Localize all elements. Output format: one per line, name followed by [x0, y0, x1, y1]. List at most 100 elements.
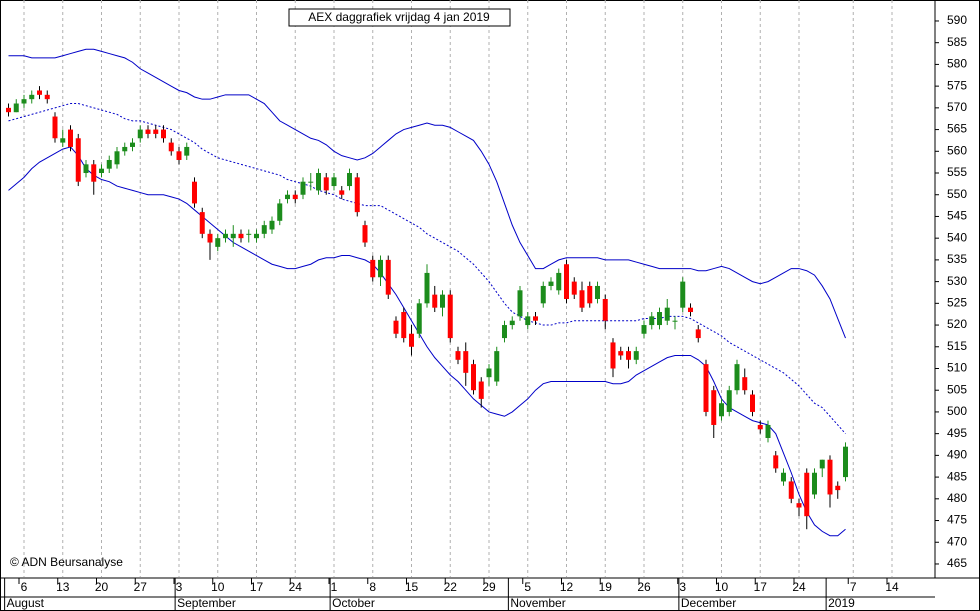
candle-body [548, 281, 554, 286]
candle-body [323, 177, 329, 191]
y-tick-label: 465 [947, 556, 967, 570]
candle-body [409, 333, 414, 347]
candle-body [695, 329, 701, 339]
candle-body [502, 325, 507, 339]
candle-body [835, 485, 841, 491]
candle-body [207, 233, 213, 243]
candle-body [192, 181, 197, 204]
candle-body [525, 316, 531, 326]
candle-body [509, 320, 515, 326]
candle-body [556, 272, 562, 291]
y-tick-label: 505 [947, 382, 967, 396]
y-tick-label: 555 [947, 165, 967, 179]
candles [6, 86, 848, 530]
candle-body [750, 394, 755, 412]
candle-body [463, 351, 469, 373]
candle-body [680, 281, 686, 308]
candle-body [246, 233, 252, 235]
candle-body [517, 290, 523, 317]
candle-body [688, 307, 693, 313]
x-tick-label: 6 [21, 580, 28, 594]
x-tick-label: 10 [211, 580, 225, 594]
y-tick-label: 530 [947, 274, 967, 288]
y-tick-label: 490 [947, 448, 967, 462]
x-tick-label: 3 [679, 580, 686, 594]
candle-body [137, 129, 143, 139]
candle-body [292, 194, 298, 200]
candle-body [416, 303, 422, 334]
candle-body [447, 294, 453, 339]
candle-body [711, 390, 717, 425]
candle-body [827, 459, 833, 495]
candle-body [432, 294, 438, 308]
candle-body [75, 138, 81, 182]
candle-body [626, 351, 631, 360]
y-tick-label: 580 [947, 57, 967, 71]
candle-body [657, 312, 662, 326]
candle-body [781, 472, 786, 482]
candle-body [6, 107, 11, 113]
month-label: September [177, 596, 236, 610]
candle-body [610, 342, 616, 369]
candle-body [44, 94, 50, 100]
candle-body [68, 129, 73, 147]
candle-body [471, 364, 476, 391]
y-tick-label: 585 [947, 35, 967, 49]
x-tick-label: 24 [289, 580, 303, 594]
candle-body [277, 203, 283, 221]
x-tick-label: 10 [715, 580, 729, 594]
candle-body [579, 290, 585, 308]
chart-title: AEX daggrafiek vrijdag 4 jan 2019 [308, 10, 490, 24]
band-line [8, 48, 846, 339]
candle-body [184, 146, 190, 156]
x-tick-label: 5 [524, 580, 531, 594]
candle-body [122, 146, 128, 152]
x-tick-label: 8 [369, 580, 376, 594]
credit: © ADN Beursanalyse [10, 555, 123, 569]
candle-body [788, 481, 794, 499]
candle-body [540, 285, 546, 304]
candle-body [649, 316, 655, 326]
y-tick-label: 590 [947, 13, 967, 27]
candle-body [757, 424, 763, 430]
x-tick-label: 26 [637, 580, 651, 594]
candle-body [812, 472, 817, 495]
candle-body [571, 281, 577, 295]
candle-body [99, 168, 104, 174]
candle-body [261, 225, 267, 234]
x-tick-label: 19 [599, 580, 613, 594]
candle-body [254, 233, 259, 239]
candle-body [440, 294, 445, 308]
candle-body [773, 455, 779, 469]
y-tick-label: 525 [947, 296, 967, 310]
candle-body [765, 424, 771, 438]
candle-body [385, 259, 391, 295]
band-line [8, 103, 846, 434]
x-tick-label: 22 [444, 580, 458, 594]
y-tick-label: 545 [947, 209, 967, 223]
x-tick-label: 17 [754, 580, 768, 594]
candle-body [238, 233, 244, 239]
month-label: November [510, 596, 565, 610]
candle-body [726, 390, 732, 412]
candle-body [269, 220, 275, 230]
candle-body [618, 351, 624, 356]
candle-body [230, 233, 236, 239]
y-tick-label: 500 [947, 404, 967, 418]
candle-body [401, 312, 407, 339]
candle-body [734, 364, 740, 391]
candle-body [168, 142, 174, 152]
candle-body [742, 377, 748, 391]
candle-body [161, 129, 166, 139]
candle-body [13, 103, 19, 113]
candle-body [362, 225, 368, 243]
candle-body [633, 351, 639, 360]
x-tick-label: 17 [250, 580, 264, 594]
candle-body [331, 177, 337, 187]
candle-body [804, 472, 810, 517]
candle-body [719, 403, 724, 417]
y-tick-label: 480 [947, 491, 967, 505]
candle-body [455, 351, 461, 360]
candle-body [199, 212, 205, 234]
